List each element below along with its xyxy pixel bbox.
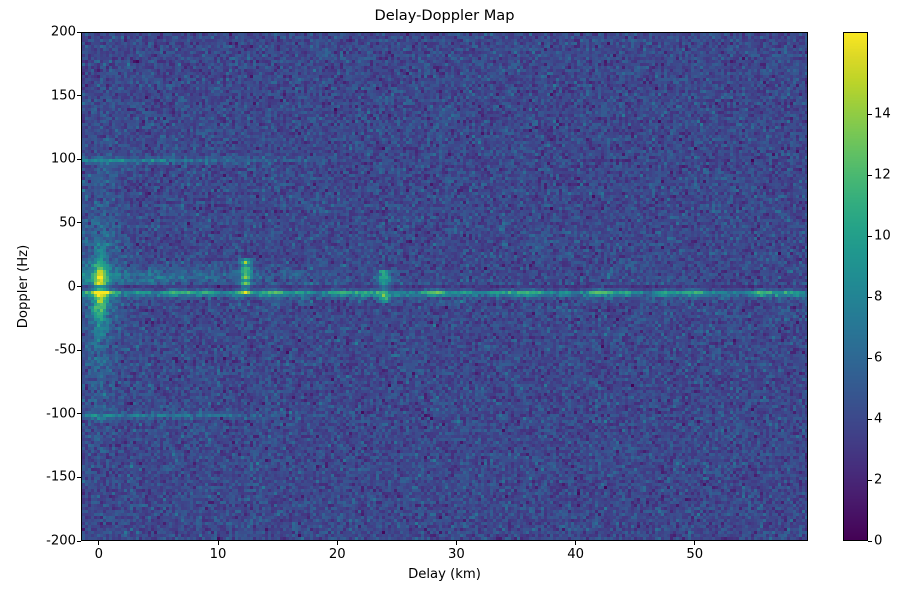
y-tick-mark <box>77 540 81 542</box>
colorbar-tick-label: 4 <box>874 411 883 427</box>
page-title: Delay-Doppler Map <box>374 7 515 24</box>
delay-doppler-heatmap <box>81 32 808 541</box>
colorbar <box>843 32 868 541</box>
colorbar-tick-mark <box>868 357 872 359</box>
x-tick-label: 30 <box>448 547 465 562</box>
y-tick-mark <box>77 349 81 351</box>
heatmap-canvas <box>82 33 807 540</box>
y-tick-mark <box>77 222 81 224</box>
y-tick-mark <box>77 476 81 478</box>
colorbar-tick-mark <box>868 479 872 481</box>
y-axis-label: Doppler (Hz) <box>16 244 31 329</box>
colorbar-tick-mark <box>868 113 872 115</box>
x-tick-mark <box>217 541 219 545</box>
x-tick-mark <box>98 541 100 545</box>
x-axis-label: Delay (km) <box>408 567 481 582</box>
x-tick-mark <box>694 541 696 545</box>
y-tick-mark <box>77 413 81 415</box>
y-tick-mark <box>77 95 81 97</box>
x-tick-mark <box>455 541 457 545</box>
x-tick-label: 20 <box>328 547 346 562</box>
colorbar-tick-mark <box>868 174 872 176</box>
x-tick-label: 40 <box>567 547 584 562</box>
x-tick-label: 50 <box>686 547 704 562</box>
y-tick-mark <box>77 286 81 288</box>
y-tick-label: 150 <box>50 88 76 104</box>
x-tick-mark <box>575 541 577 545</box>
x-tick-label: 0 <box>94 547 104 562</box>
colorbar-tick-label: 2 <box>874 472 883 488</box>
y-tick-label: 50 <box>59 215 76 231</box>
y-tick-label: 0 <box>67 278 76 294</box>
colorbar-tick-mark <box>868 540 872 542</box>
colorbar-canvas <box>844 33 867 540</box>
colorbar-tick-label: 6 <box>874 350 883 366</box>
colorbar-tick-label: 12 <box>874 167 891 183</box>
y-tick-label: 100 <box>50 151 76 167</box>
y-tick-label: -150 <box>46 469 76 485</box>
y-tick-label: -50 <box>54 342 76 358</box>
y-tick-label: -100 <box>46 406 76 422</box>
colorbar-tick-label: 8 <box>874 289 883 305</box>
y-tick-mark <box>77 31 81 33</box>
colorbar-tick-mark <box>868 418 872 420</box>
y-tick-mark <box>77 158 81 160</box>
x-tick-label: 10 <box>209 547 227 562</box>
x-tick-mark <box>336 541 338 545</box>
colorbar-tick-label: 10 <box>874 228 891 244</box>
colorbar-tick-label: 14 <box>874 106 891 122</box>
colorbar-tick-label: 0 <box>874 533 883 549</box>
colorbar-tick-mark <box>868 296 872 298</box>
colorbar-tick-mark <box>868 235 872 237</box>
y-tick-label: -200 <box>46 533 76 549</box>
y-tick-label: 200 <box>50 24 76 40</box>
